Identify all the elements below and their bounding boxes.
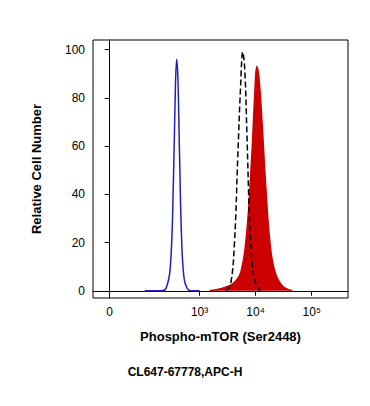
svg-text:10³: 10³ bbox=[191, 305, 208, 319]
svg-text:10⁴: 10⁴ bbox=[246, 305, 265, 319]
svg-text:0: 0 bbox=[106, 305, 113, 319]
svg-text:80: 80 bbox=[72, 91, 86, 105]
svg-text:Relative Cell Number: Relative Cell Number bbox=[29, 104, 44, 234]
svg-text:Phospho-mTOR (Ser2448): Phospho-mTOR (Ser2448) bbox=[140, 329, 301, 344]
svg-text:0: 0 bbox=[78, 284, 85, 298]
svg-text:60: 60 bbox=[72, 139, 86, 153]
svg-text:10⁵: 10⁵ bbox=[303, 305, 321, 319]
svg-text:40: 40 bbox=[72, 187, 86, 201]
svg-text:CL647-67778,APC-H: CL647-67778,APC-H bbox=[128, 365, 243, 379]
svg-text:20: 20 bbox=[72, 236, 86, 250]
svg-text:100: 100 bbox=[65, 43, 85, 57]
